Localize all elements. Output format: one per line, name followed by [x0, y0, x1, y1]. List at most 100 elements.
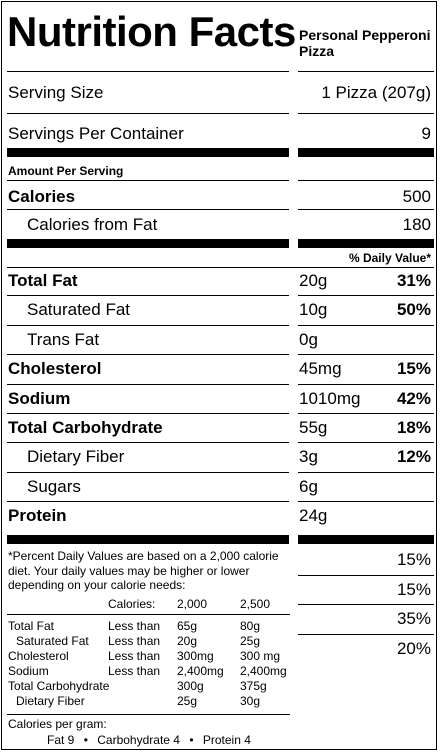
vitamin-daily-value: 35%: [396, 609, 431, 628]
servings-label: Servings Per Container: [8, 124, 184, 143]
ref-2500: 300 mg: [240, 649, 281, 663]
nutrient-daily-value: 31%: [396, 271, 431, 290]
ref-comparator: Less than: [108, 649, 161, 663]
bullet: •: [83, 733, 88, 747]
divider: [7, 209, 434, 210]
nutrient-daily-value: 42%: [396, 389, 431, 408]
calories-fat-value: 180: [402, 215, 431, 234]
row-divider: [298, 354, 434, 355]
footnote-line: depending on your calorie needs:: [8, 578, 186, 592]
nutrient-daily-value: 12%: [396, 447, 431, 466]
ref-comparator: Less than: [108, 619, 161, 633]
nutrient-label: Trans Fat: [27, 330, 100, 349]
nutrient-amount: 1010mg: [299, 389, 361, 408]
nutrient-daily-value: 15%: [396, 359, 431, 378]
row-divider: [7, 413, 289, 414]
nutrient-amount: 24g: [299, 506, 328, 525]
footnote-line: diet. Your daily values may be higher or…: [8, 563, 250, 578]
divider: [7, 714, 290, 715]
thick-divider: [7, 535, 434, 544]
bullet: •: [189, 733, 194, 747]
row-divider: [7, 442, 289, 443]
ref-2500: 80g: [240, 619, 261, 633]
ref-nutrient: Total Fat: [8, 619, 55, 633]
row-divider: [298, 604, 434, 605]
vitamin-daily-value: 20%: [396, 639, 431, 658]
vitamin-daily-value: 15%: [396, 550, 431, 569]
row-divider: [7, 325, 289, 326]
nutrient-label: Protein: [8, 506, 67, 525]
product-name: Personal Pepperoni Pizza: [299, 27, 431, 59]
column-gap: [289, 178, 298, 212]
ref-calories-label: Calories:: [108, 597, 156, 611]
ref-nutrient: Dietary Fiber: [16, 694, 85, 708]
ref-calories-2000: 2,000: [177, 597, 208, 611]
nutrient-daily-value: 18%: [396, 418, 431, 437]
ref-comparator: Less than: [108, 634, 161, 648]
nutrient-amount: 3g: [299, 447, 318, 466]
nutrient-daily-value: 50%: [396, 300, 431, 319]
ref-2500: 30g: [240, 694, 261, 708]
row-divider: [298, 295, 434, 296]
column-gap: [289, 237, 298, 251]
ref-nutrient: Cholesterol: [8, 649, 69, 663]
column-gap: [289, 265, 298, 267]
ref-2500: 375g: [240, 679, 267, 693]
row-divider: [298, 413, 434, 414]
servings-value: 9: [421, 124, 431, 143]
calories-fat-label: Calories from Fat: [27, 215, 158, 234]
row-divider: [7, 295, 289, 296]
nutrient-amount: 45mg: [299, 359, 342, 378]
row-divider: [7, 354, 289, 355]
nutrient-label: Dietary Fiber: [27, 447, 125, 466]
ref-2000: 25g: [177, 694, 198, 708]
amount-per-serving: Amount Per Serving: [8, 164, 124, 178]
per-gram-carb: Carbohydrate 4: [97, 733, 180, 747]
divider: [7, 71, 434, 72]
divider: [7, 180, 434, 181]
nutrient-amount: 10g: [299, 300, 328, 319]
ref-2000: 20g: [177, 634, 198, 648]
nutrient-label: Cholesterol: [8, 359, 102, 378]
divider: [7, 267, 434, 268]
footnote-line: *Percent Daily Values are based on a 2,0…: [8, 549, 279, 563]
row-divider: [298, 384, 434, 385]
nutrient-label: Total Fat: [8, 271, 78, 290]
serving-size-label: Serving Size: [8, 83, 104, 102]
divider: [7, 113, 434, 114]
ref-2000: 300g: [177, 679, 204, 693]
thick-divider: [7, 239, 434, 248]
ref-nutrient: Total Carbohydrate: [8, 679, 110, 693]
ref-nutrient: Saturated Fat: [16, 634, 89, 648]
row-divider: [298, 442, 434, 443]
row-divider: [298, 325, 434, 326]
ref-comparator: Less than: [108, 664, 161, 678]
ref-2500: 25g: [240, 634, 261, 648]
row-divider: [7, 501, 289, 502]
serving-size-value: 1 Pizza (207g): [321, 83, 431, 102]
calories-value: 500: [402, 187, 431, 206]
ref-calories-2500: 2,500: [240, 597, 271, 611]
row-divider: [298, 634, 434, 635]
vitamin-daily-value: 15%: [396, 580, 431, 599]
nutrient-label: Sugars: [27, 477, 81, 496]
per-gram-label: Calories per gram:: [8, 717, 107, 731]
row-divider: [298, 501, 434, 502]
column-gap: [289, 146, 298, 160]
row-divider: [7, 472, 289, 473]
column-gap: [289, 71, 298, 115]
thick-divider: [7, 148, 434, 157]
nutrient-label: Total Carbohydrate: [8, 418, 163, 437]
nutrient-amount: 55g: [299, 418, 328, 437]
nutrient-amount: 20g: [299, 271, 328, 290]
column-gap: [289, 533, 298, 547]
row-divider: [7, 384, 289, 385]
nutrient-amount: 6g: [299, 477, 318, 496]
ref-2000: 300mg: [177, 649, 214, 663]
nutrient-label: Sodium: [8, 389, 71, 408]
label-title: Nutrition Facts: [7, 8, 296, 55]
nutrient-amount: 0g: [299, 330, 318, 349]
per-gram-values: Fat 9 • Carbohydrate 4 • Protein 4: [47, 733, 251, 748]
divider: [7, 614, 290, 615]
